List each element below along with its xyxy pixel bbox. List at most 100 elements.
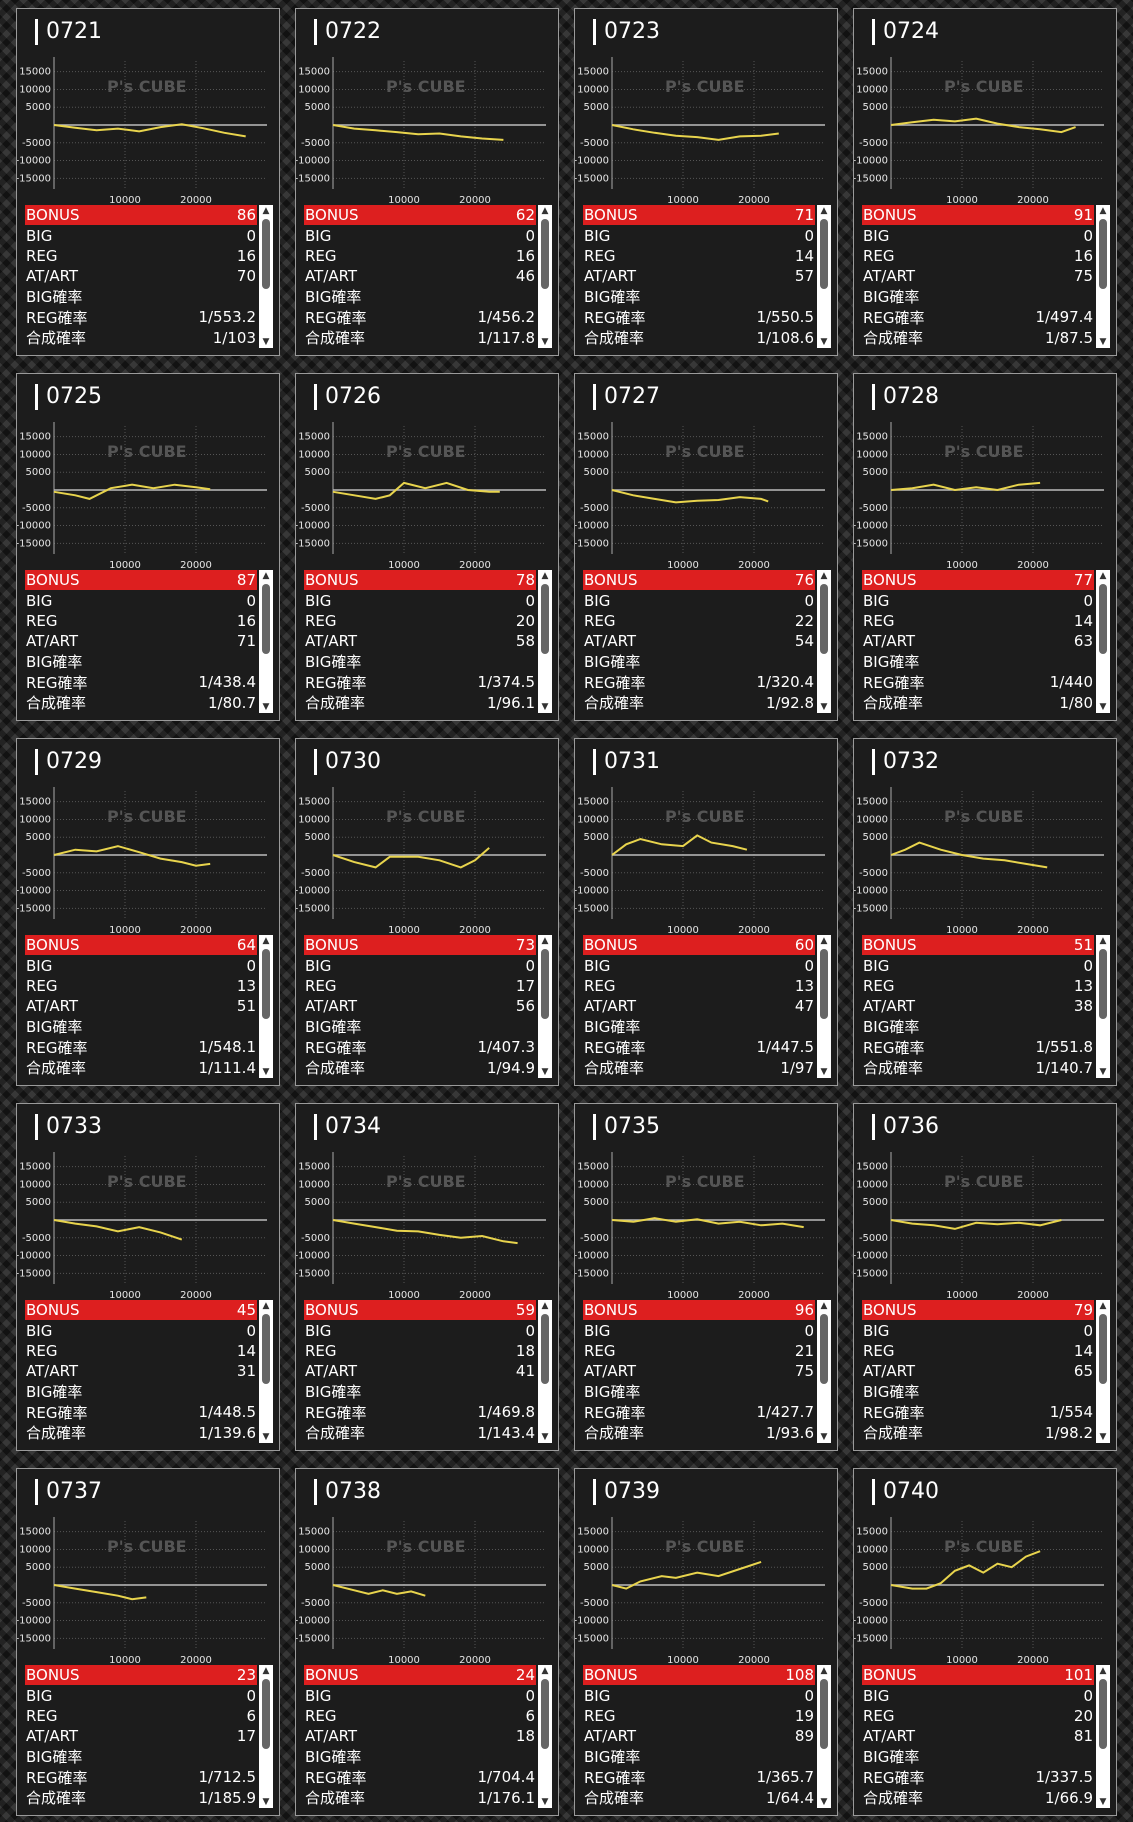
machine-card[interactable]: 0729 P's CUBE 10000 20000 15000 10000 5000 -500…: [16, 738, 280, 1086]
scroll-up-icon[interactable]: ▲: [262, 1666, 270, 1676]
scroll-up-icon[interactable]: ▲: [262, 571, 270, 581]
scroll-up-icon[interactable]: ▲: [262, 936, 270, 946]
scroll-up-icon[interactable]: ▲: [1099, 1301, 1107, 1311]
scroll-thumb[interactable]: [1099, 1679, 1107, 1749]
scroll-up-icon[interactable]: ▲: [820, 1666, 828, 1676]
machine-card[interactable]: 0726 P's CUBE 10000 20000 15000 10000 5000 -500…: [295, 373, 559, 721]
scroll-up-icon[interactable]: ▲: [541, 1666, 549, 1676]
machine-card[interactable]: 0731 P's CUBE 10000 20000 15000 10000 5000 -500…: [574, 738, 838, 1086]
scroll-up-icon[interactable]: ▲: [262, 1301, 270, 1311]
scroll-up-icon[interactable]: ▲: [820, 571, 828, 581]
machine-card[interactable]: 0736 P's CUBE 10000 20000 15000 10000 5000 -500…: [853, 1103, 1117, 1451]
scroll-thumb[interactable]: [820, 1314, 828, 1384]
machine-card[interactable]: 0728 P's CUBE 10000 20000 15000 10000 5000 -500…: [853, 373, 1117, 721]
stats-scrollbar[interactable]: ▲ ▼: [1096, 935, 1110, 1078]
scroll-thumb[interactable]: [1099, 949, 1107, 1019]
machine-card[interactable]: 0722 P's CUBE 10000 20000 15000 10000 5000 -500…: [295, 8, 559, 356]
scroll-thumb[interactable]: [820, 219, 828, 289]
machine-card[interactable]: 0734 P's CUBE 10000 20000 15000 10000 5000 -500…: [295, 1103, 559, 1451]
scroll-up-icon[interactable]: ▲: [1099, 1666, 1107, 1676]
scroll-down-icon[interactable]: ▼: [1099, 1067, 1107, 1077]
stats-scrollbar[interactable]: ▲ ▼: [259, 1300, 273, 1443]
stats-scrollbar[interactable]: ▲ ▼: [538, 935, 552, 1078]
scroll-up-icon[interactable]: ▲: [820, 206, 828, 216]
stats-scrollbar[interactable]: ▲ ▼: [259, 935, 273, 1078]
stats-scrollbar[interactable]: ▲ ▼: [538, 205, 552, 348]
scroll-down-icon[interactable]: ▼: [541, 1797, 549, 1807]
scroll-thumb[interactable]: [262, 1314, 270, 1384]
scroll-down-icon[interactable]: ▼: [1099, 702, 1107, 712]
scroll-thumb[interactable]: [1099, 584, 1107, 654]
scroll-up-icon[interactable]: ▲: [262, 206, 270, 216]
stats-scrollbar[interactable]: ▲ ▼: [538, 1665, 552, 1808]
stats-scrollbar[interactable]: ▲ ▼: [817, 205, 831, 348]
scroll-down-icon[interactable]: ▼: [820, 1067, 828, 1077]
scroll-up-icon[interactable]: ▲: [1099, 571, 1107, 581]
scroll-up-icon[interactable]: ▲: [541, 936, 549, 946]
scroll-up-icon[interactable]: ▲: [541, 571, 549, 581]
scroll-thumb[interactable]: [820, 1679, 828, 1749]
scroll-down-icon[interactable]: ▼: [262, 1067, 270, 1077]
stats-scrollbar[interactable]: ▲ ▼: [817, 570, 831, 713]
scroll-thumb[interactable]: [541, 949, 549, 1019]
machine-card[interactable]: 0735 P's CUBE 10000 20000 15000 10000 5000 -500…: [574, 1103, 838, 1451]
stats-scrollbar[interactable]: ▲ ▼: [259, 205, 273, 348]
scroll-down-icon[interactable]: ▼: [820, 702, 828, 712]
scroll-down-icon[interactable]: ▼: [262, 702, 270, 712]
scroll-down-icon[interactable]: ▼: [1099, 1797, 1107, 1807]
scroll-down-icon[interactable]: ▼: [820, 1797, 828, 1807]
scroll-thumb[interactable]: [541, 219, 549, 289]
scroll-up-icon[interactable]: ▲: [541, 206, 549, 216]
stats-scrollbar[interactable]: ▲ ▼: [1096, 1300, 1110, 1443]
scroll-thumb[interactable]: [1099, 1314, 1107, 1384]
machine-card[interactable]: 0721 P's CUBE 10000 20000 15000 10000 5000 -500…: [16, 8, 280, 356]
machine-card[interactable]: 0740 P's CUBE 10000 20000 15000 10000 5000 -500…: [853, 1468, 1117, 1816]
scroll-up-icon[interactable]: ▲: [820, 936, 828, 946]
machine-card[interactable]: 0727 P's CUBE 10000 20000 15000 10000 5000 -500…: [574, 373, 838, 721]
scroll-up-icon[interactable]: ▲: [541, 1301, 549, 1311]
scroll-down-icon[interactable]: ▼: [541, 1067, 549, 1077]
machine-card[interactable]: 0732 P's CUBE 10000 20000 15000 10000 5000 -500…: [853, 738, 1117, 1086]
scroll-thumb[interactable]: [820, 584, 828, 654]
scroll-up-icon[interactable]: ▲: [1099, 206, 1107, 216]
stats-scrollbar[interactable]: ▲ ▼: [817, 935, 831, 1078]
machine-card[interactable]: 0733 P's CUBE 10000 20000 15000 10000 5000 -500…: [16, 1103, 280, 1451]
scroll-down-icon[interactable]: ▼: [262, 1797, 270, 1807]
stats-scrollbar[interactable]: ▲ ▼: [817, 1665, 831, 1808]
scroll-thumb[interactable]: [541, 584, 549, 654]
machine-card[interactable]: 0725 P's CUBE 10000 20000 15000 10000 5000 -500…: [16, 373, 280, 721]
machine-card[interactable]: 0724 P's CUBE 10000 20000 15000 10000 5000 -500…: [853, 8, 1117, 356]
scroll-down-icon[interactable]: ▼: [541, 702, 549, 712]
scroll-up-icon[interactable]: ▲: [820, 1301, 828, 1311]
scroll-up-icon[interactable]: ▲: [1099, 936, 1107, 946]
machine-card[interactable]: 0723 P's CUBE 10000 20000 15000 10000 5000 -500…: [574, 8, 838, 356]
stats-scrollbar[interactable]: ▲ ▼: [1096, 205, 1110, 348]
scroll-thumb[interactable]: [262, 219, 270, 289]
scroll-down-icon[interactable]: ▼: [262, 1432, 270, 1442]
machine-card[interactable]: 0730 P's CUBE 10000 20000 15000 10000 5000 -500…: [295, 738, 559, 1086]
scroll-thumb[interactable]: [820, 949, 828, 1019]
scroll-down-icon[interactable]: ▼: [541, 337, 549, 347]
scroll-down-icon[interactable]: ▼: [820, 1432, 828, 1442]
scroll-down-icon[interactable]: ▼: [820, 337, 828, 347]
scroll-thumb[interactable]: [1099, 219, 1107, 289]
scroll-thumb[interactable]: [262, 584, 270, 654]
scroll-down-icon[interactable]: ▼: [262, 337, 270, 347]
scroll-thumb[interactable]: [541, 1314, 549, 1384]
machine-card[interactable]: 0737 P's CUBE 10000 20000 15000 10000 5000 -500…: [16, 1468, 280, 1816]
stats-scrollbar[interactable]: ▲ ▼: [259, 570, 273, 713]
stats-scrollbar[interactable]: ▲ ▼: [259, 1665, 273, 1808]
scroll-thumb[interactable]: [541, 1679, 549, 1749]
machine-card[interactable]: 0738 P's CUBE 10000 20000 15000 10000 5000 -500…: [295, 1468, 559, 1816]
scroll-down-icon[interactable]: ▼: [1099, 337, 1107, 347]
stats-scrollbar[interactable]: ▲ ▼: [1096, 1665, 1110, 1808]
stats-scrollbar[interactable]: ▲ ▼: [538, 1300, 552, 1443]
scroll-down-icon[interactable]: ▼: [1099, 1432, 1107, 1442]
stats-scrollbar[interactable]: ▲ ▼: [817, 1300, 831, 1443]
stats-scrollbar[interactable]: ▲ ▼: [1096, 570, 1110, 713]
stats-scrollbar[interactable]: ▲ ▼: [538, 570, 552, 713]
scroll-thumb[interactable]: [262, 1679, 270, 1749]
scroll-thumb[interactable]: [262, 949, 270, 1019]
scroll-down-icon[interactable]: ▼: [541, 1432, 549, 1442]
machine-card[interactable]: 0739 P's CUBE 10000 20000 15000 10000 5000 -500…: [574, 1468, 838, 1816]
